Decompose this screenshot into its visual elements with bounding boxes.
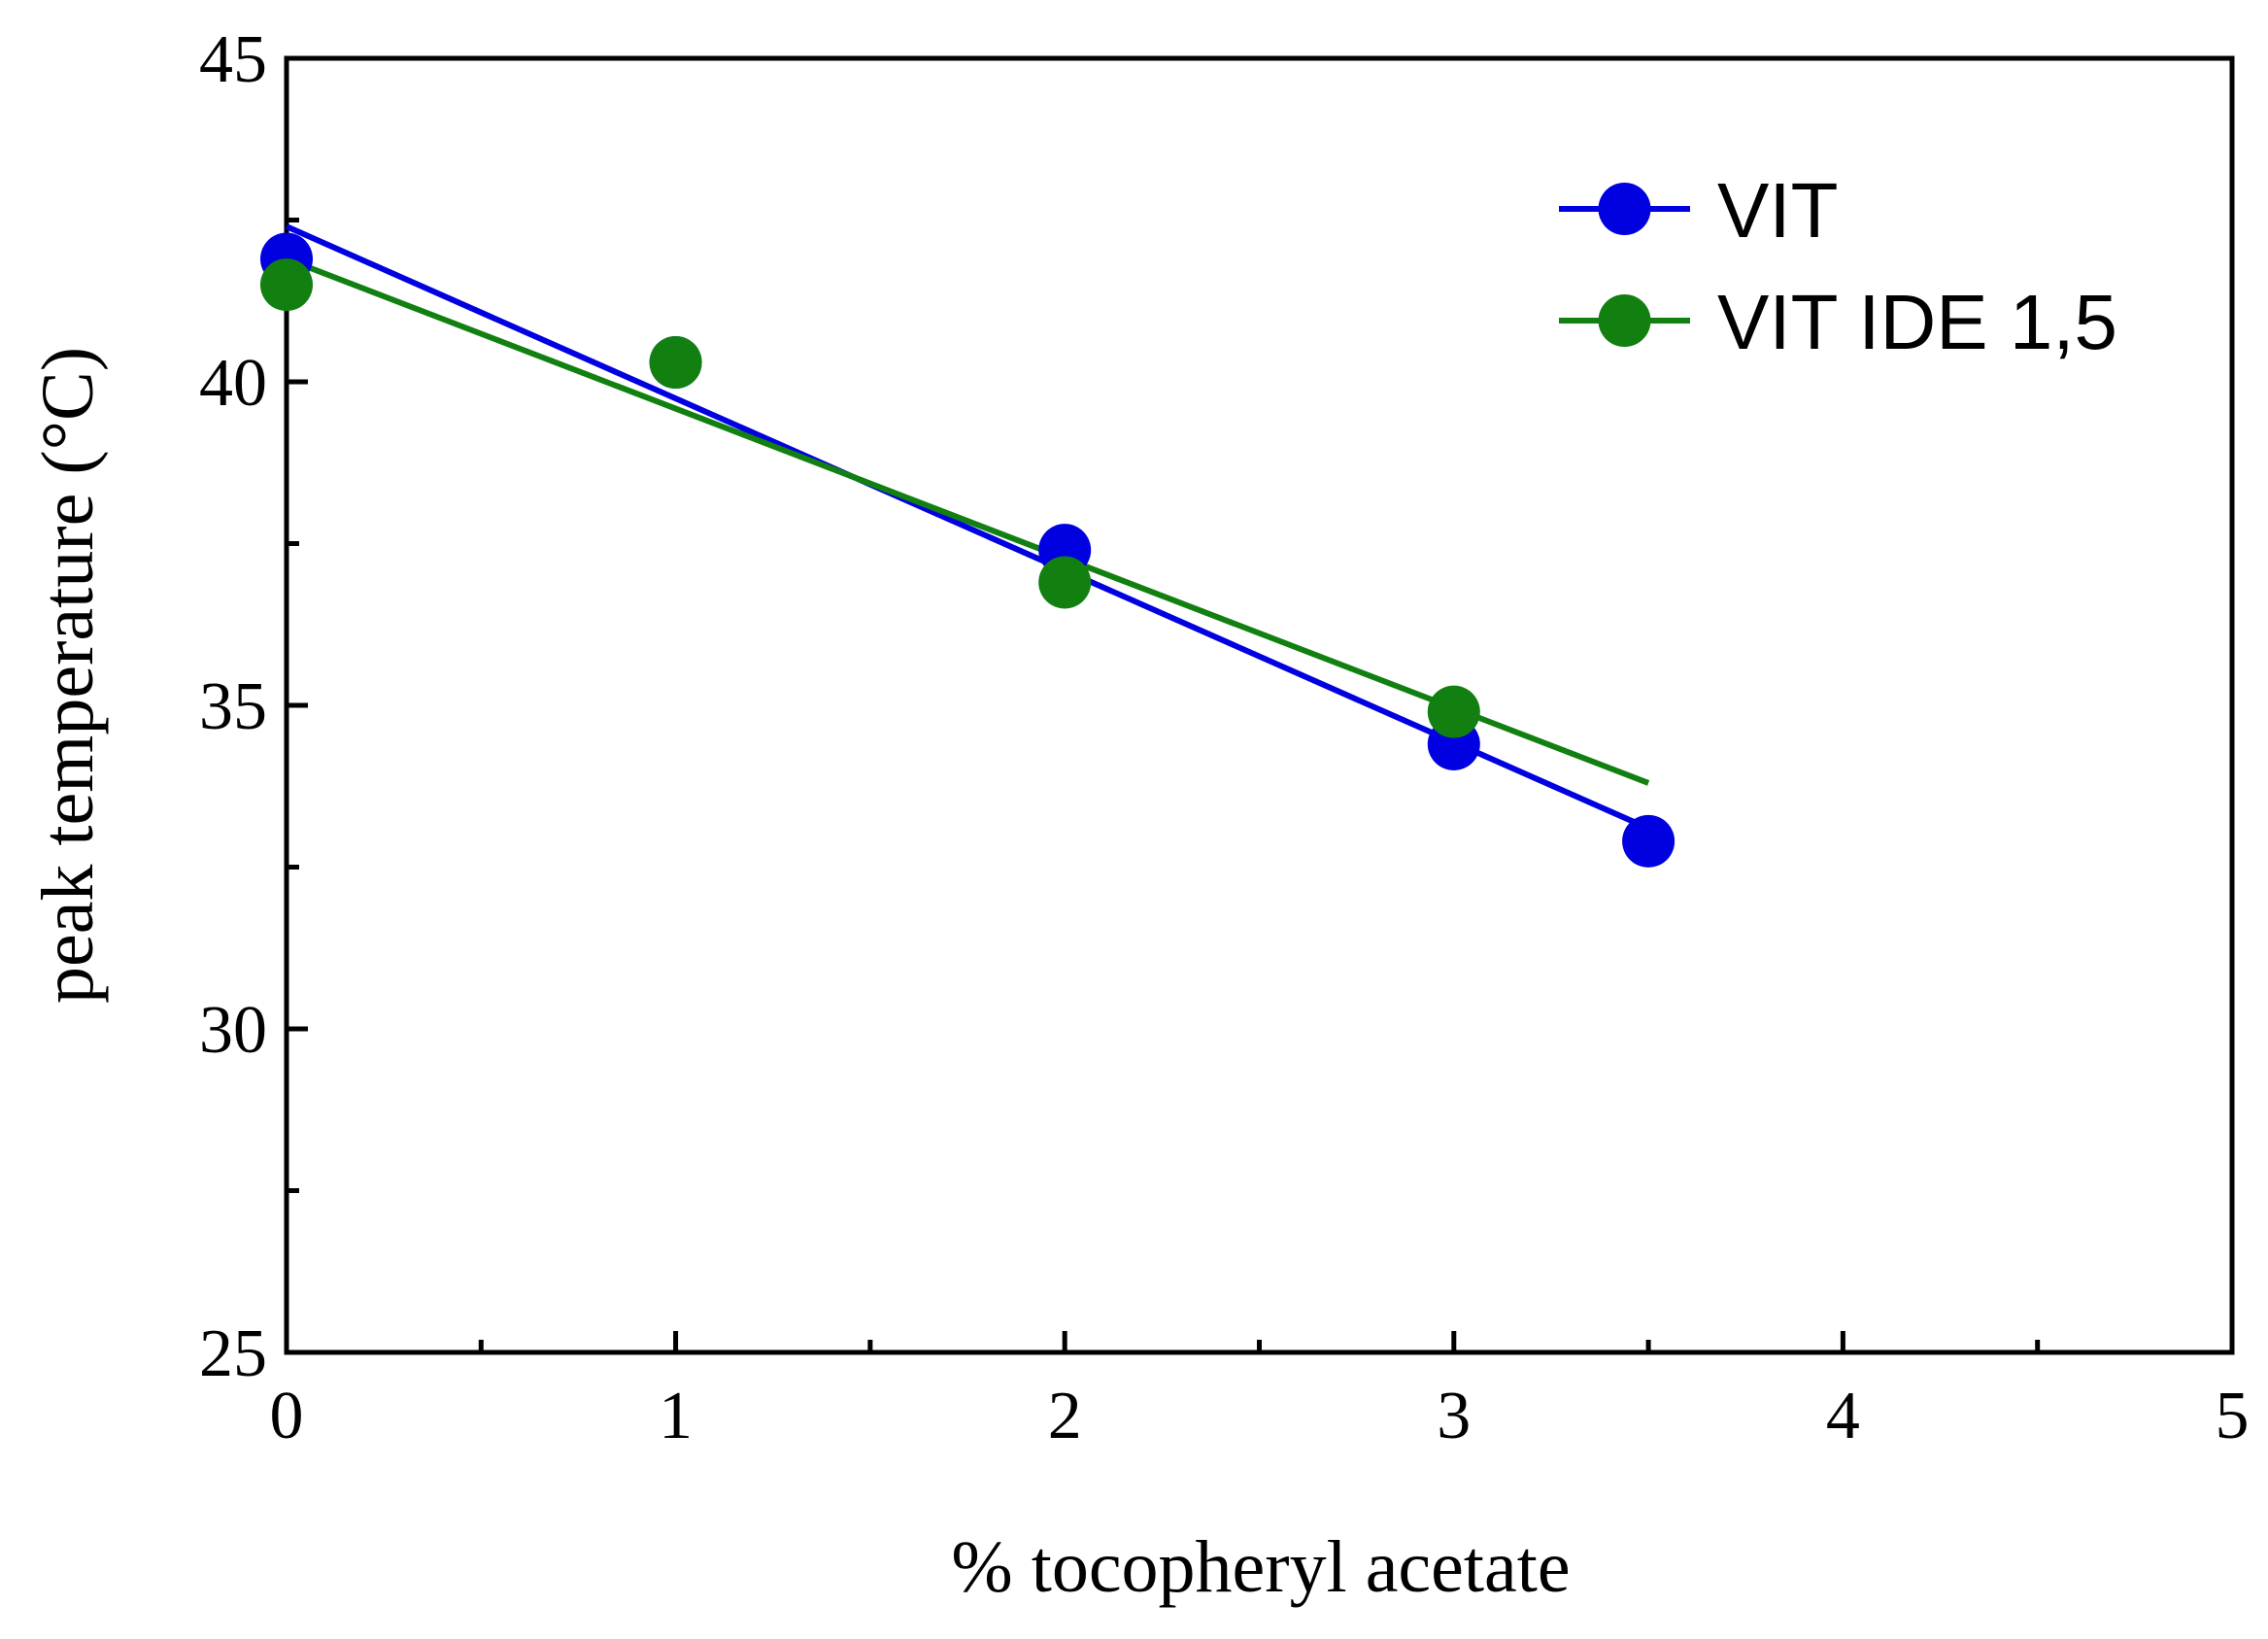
- x-tick-label: 0: [270, 1379, 304, 1453]
- x-tick-label: 5: [2216, 1379, 2250, 1453]
- data-point-vit-ide-1-5: [1427, 685, 1480, 738]
- data-point-vit-ide-1-5: [649, 336, 702, 390]
- y-tick-label: 45: [199, 22, 267, 97]
- y-tick-label: 25: [199, 1316, 267, 1391]
- data-point-vit: [1622, 814, 1676, 868]
- fit-line-vit: [285, 223, 1650, 832]
- y-axis-title: peak temperature (°C): [27, 347, 109, 1004]
- plot-frame: [284, 55, 2235, 1355]
- legend-marker-vit-ide-1-5: [1598, 294, 1651, 347]
- legend-label-vit: VIT: [1717, 167, 1838, 254]
- x-tick-label: 4: [1826, 1379, 1860, 1453]
- y-tick-label: 30: [199, 993, 267, 1068]
- legend-label-vit-ide-1-5: VIT IDE 1,5: [1717, 279, 2117, 365]
- data-point-vit-ide-1-5: [1038, 556, 1092, 609]
- x-tick-label: 2: [1048, 1379, 1082, 1453]
- x-axis-title: % tocopheryl acetate: [951, 1526, 1570, 1608]
- x-tick-label: 1: [659, 1379, 693, 1453]
- y-tick-label: 35: [199, 669, 267, 744]
- legend-marker-vit: [1598, 183, 1651, 235]
- fit-line-vit-ide-1-5: [285, 256, 1650, 786]
- y-tick-label: 40: [199, 346, 267, 421]
- data-point-vit-ide-1-5: [260, 258, 313, 312]
- x-tick-label: 3: [1437, 1379, 1471, 1453]
